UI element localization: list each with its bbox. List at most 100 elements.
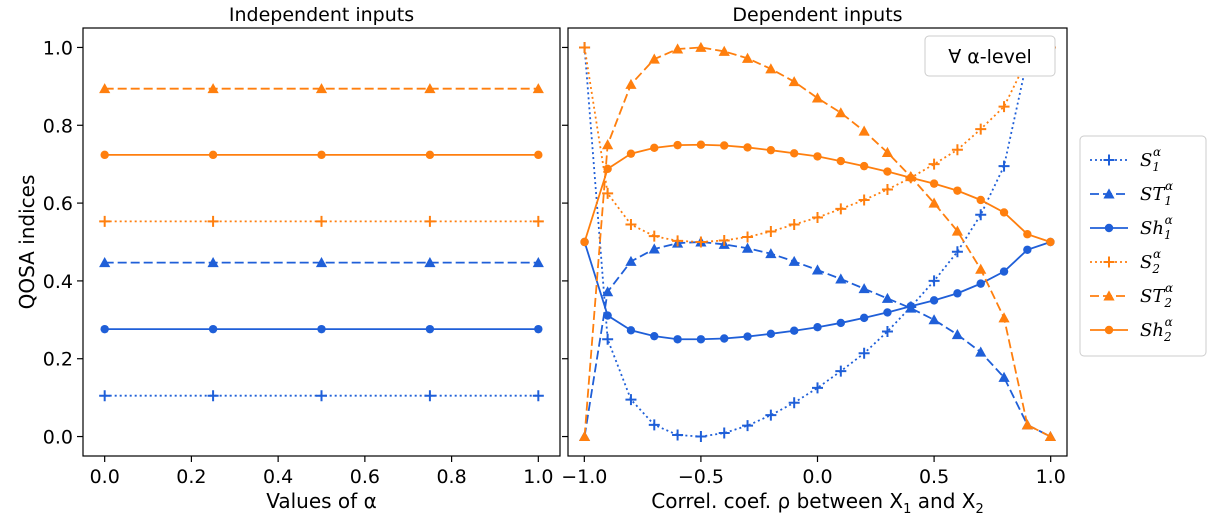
data-point bbox=[998, 312, 1010, 323]
data-point bbox=[603, 164, 612, 174]
panel-independent-inputs: 0.0 0.2 0.4 0.6 0.8 1.0 0.0 0.2 0.4 0.6 0.8 1.0 Inde… bbox=[15, 4, 561, 513]
panel-dependent-inputs: −1.0 −0.5 0.0 0.5 1.0 Dependent inputs Correl.… bbox=[561, 4, 1068, 517]
data-point bbox=[696, 335, 706, 344]
data-point bbox=[718, 427, 730, 439]
data-point bbox=[315, 257, 328, 268]
legend-entry-st2: ST2α bbox=[1090, 281, 1173, 310]
data-point bbox=[602, 286, 614, 297]
legend-entry-st1: ST1α bbox=[1090, 179, 1173, 208]
data-point bbox=[765, 63, 777, 74]
data-point bbox=[928, 158, 940, 170]
data-point bbox=[532, 257, 544, 268]
data-point bbox=[976, 279, 985, 288]
data-point bbox=[695, 236, 707, 248]
data-point bbox=[315, 83, 328, 94]
data-point bbox=[532, 215, 544, 227]
data-point bbox=[765, 409, 777, 421]
series-line bbox=[583, 46, 1051, 438]
data-point bbox=[883, 308, 892, 317]
y-tick-label: 0.6 bbox=[43, 193, 73, 215]
legend-entry-s1: S1α bbox=[1090, 145, 1161, 174]
series-sh1 bbox=[100, 324, 543, 334]
legend-label: ST2α bbox=[1140, 281, 1173, 310]
data-point bbox=[789, 149, 799, 158]
data-point bbox=[858, 283, 870, 294]
data-point bbox=[316, 215, 327, 227]
data-point bbox=[317, 150, 326, 160]
data-point bbox=[317, 324, 326, 334]
data-point bbox=[789, 326, 799, 335]
data-point bbox=[1046, 237, 1055, 247]
data-point bbox=[742, 231, 754, 243]
data-point bbox=[1023, 230, 1032, 239]
legend-label: S1α bbox=[1140, 145, 1161, 174]
data-point bbox=[424, 215, 436, 227]
data-point bbox=[99, 390, 111, 402]
legend-entry-sh1: Sh1α bbox=[1090, 213, 1173, 242]
data-point bbox=[998, 371, 1010, 382]
data-point bbox=[999, 267, 1009, 276]
legend-marker bbox=[1103, 256, 1115, 268]
data-point bbox=[835, 203, 847, 215]
y-axis-label: QOSA indices bbox=[15, 175, 39, 310]
data-point bbox=[928, 275, 940, 287]
data-point bbox=[835, 107, 847, 118]
data-point bbox=[602, 187, 614, 199]
data-point bbox=[602, 333, 614, 345]
legend-marker bbox=[1103, 290, 1115, 301]
data-point bbox=[858, 347, 870, 359]
x-tick-label: 0.2 bbox=[176, 466, 206, 488]
x-axis-label: Correl. coef. ρ between X1 and X2 bbox=[651, 489, 983, 517]
data-point bbox=[625, 78, 637, 89]
data-point bbox=[811, 264, 824, 275]
data-point bbox=[208, 150, 218, 160]
data-point bbox=[316, 390, 327, 402]
series-line bbox=[583, 46, 1051, 243]
data-point bbox=[741, 242, 754, 253]
data-point bbox=[788, 76, 800, 87]
data-point bbox=[999, 208, 1009, 217]
data-point bbox=[766, 329, 776, 339]
data-point bbox=[580, 237, 589, 247]
data-point bbox=[836, 156, 846, 166]
data-point bbox=[650, 331, 659, 341]
legend: S1α ST1α Sh1α S2α ST2α Sh2α bbox=[1079, 135, 1207, 357]
data-point bbox=[741, 52, 754, 63]
data-point bbox=[743, 332, 752, 341]
x-tick-label: 1.0 bbox=[1036, 466, 1066, 488]
data-point bbox=[578, 430, 591, 442]
x-tick-label: −0.5 bbox=[678, 466, 724, 488]
x-tick-label: 0.6 bbox=[350, 466, 380, 488]
x-axis-label: Values of α bbox=[266, 489, 377, 513]
x-tick-label: 0.0 bbox=[90, 466, 120, 488]
series-st1 bbox=[99, 257, 544, 268]
data-point bbox=[835, 365, 847, 377]
data-point bbox=[928, 314, 940, 325]
data-point bbox=[648, 53, 660, 64]
data-point bbox=[929, 296, 939, 305]
data-point bbox=[835, 273, 847, 284]
data-point bbox=[625, 218, 637, 230]
data-point bbox=[625, 394, 637, 406]
data-point bbox=[673, 335, 682, 344]
data-point bbox=[813, 323, 822, 332]
data-point bbox=[695, 431, 707, 443]
x-tick-label: 0.4 bbox=[263, 466, 293, 488]
data-point bbox=[928, 197, 940, 208]
x-tick-label: 0.5 bbox=[919, 466, 949, 488]
data-point bbox=[742, 420, 754, 432]
data-point bbox=[648, 243, 660, 254]
data-point bbox=[603, 311, 612, 320]
annotation-text: ∀ α-level bbox=[948, 46, 1032, 68]
x-tick-label: 0.8 bbox=[436, 466, 466, 488]
data-point bbox=[626, 149, 636, 158]
data-point bbox=[648, 230, 660, 242]
data-point bbox=[207, 83, 219, 94]
data-point bbox=[951, 225, 964, 236]
panel-title: Independent inputs bbox=[229, 4, 414, 26]
legend-entry-s2: S2α bbox=[1090, 247, 1161, 276]
annotation-box: ∀ α-level bbox=[924, 35, 1056, 77]
series-st2 bbox=[578, 41, 1057, 442]
data-point bbox=[424, 257, 436, 268]
